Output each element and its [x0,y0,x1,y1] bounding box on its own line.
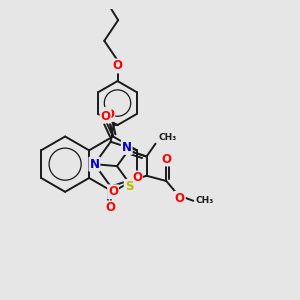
Text: N: N [122,141,132,154]
Text: O: O [161,152,171,166]
Text: CH₃: CH₃ [158,133,176,142]
Text: O: O [175,192,185,205]
Text: O: O [106,201,116,214]
Text: O: O [100,110,110,122]
Text: O: O [104,108,114,121]
Text: CH₃: CH₃ [196,196,214,205]
Text: N: N [89,158,99,171]
Text: S: S [124,180,133,193]
Text: O: O [132,172,142,184]
Text: O: O [112,59,122,73]
Text: O: O [108,185,118,198]
